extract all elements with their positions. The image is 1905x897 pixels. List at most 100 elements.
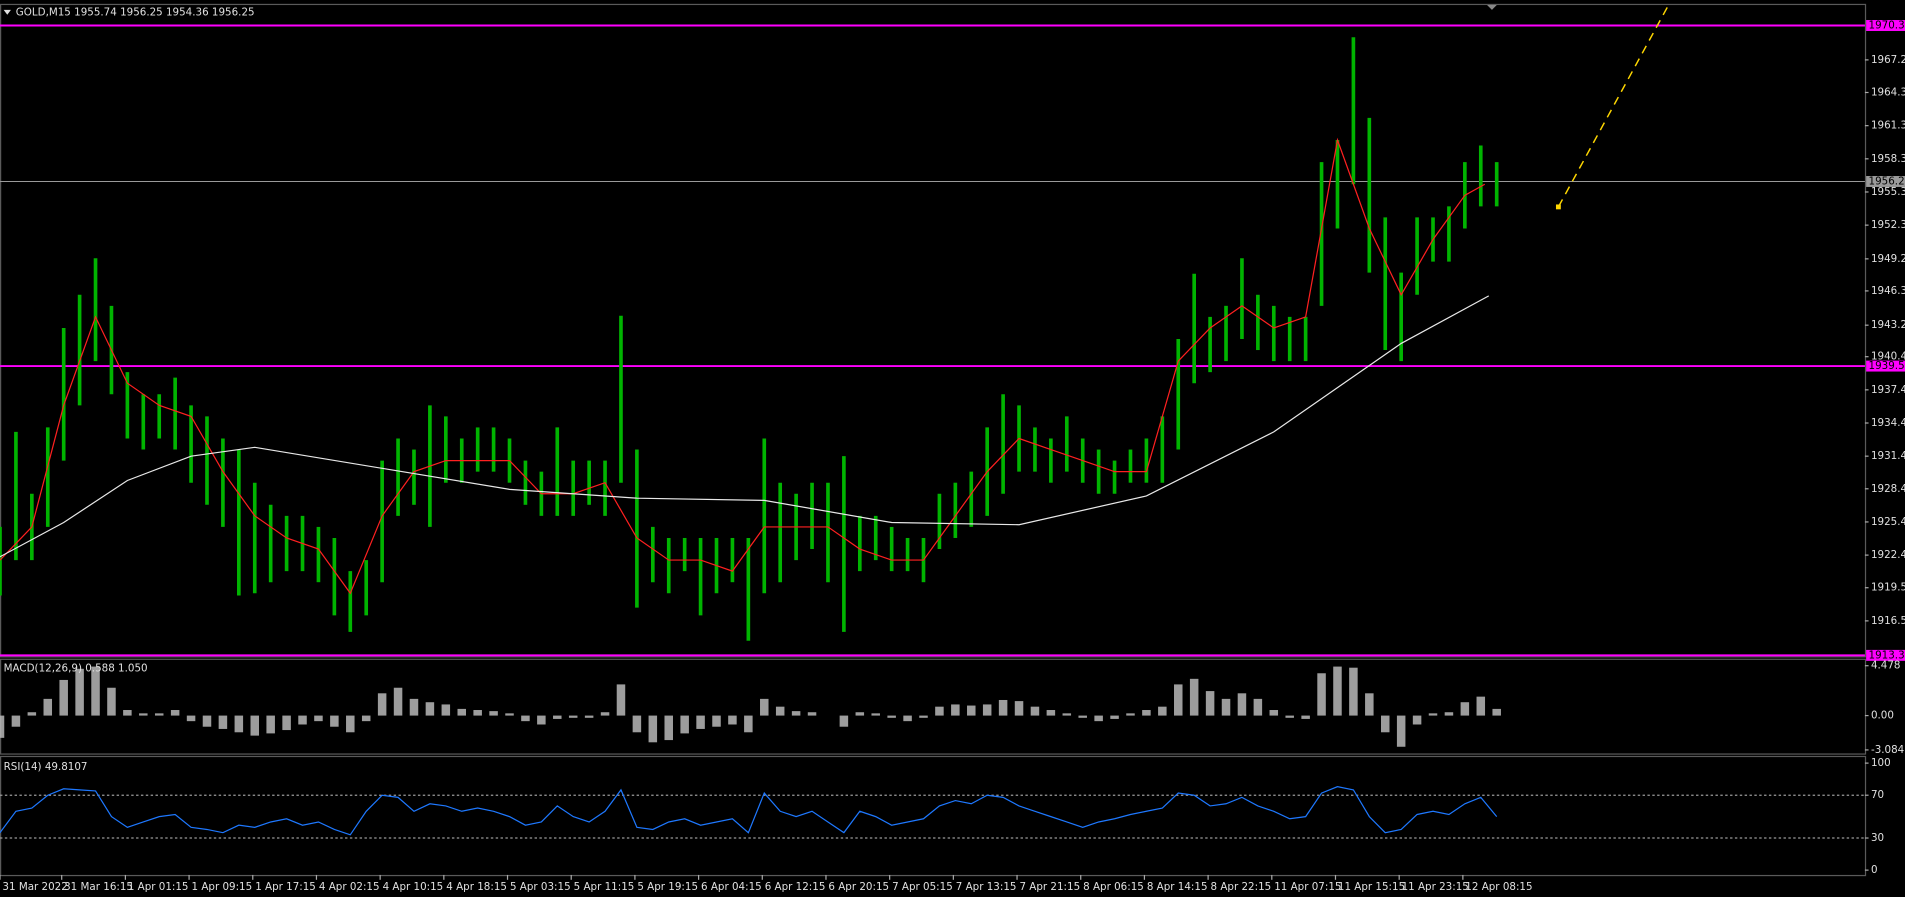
y-tick-label: 70 [1871,789,1884,801]
histogram-bar [1221,698,1231,716]
histogram-bar [1301,715,1310,719]
price-label-box [1866,176,1905,187]
histogram-bar [43,698,53,716]
x-tick-label: 1 Apr 17:15 [255,881,316,893]
histogram-bar [377,693,387,716]
x-tick-label: 1 Apr 09:15 [192,881,253,893]
x-tick-label: 8 Apr 22:15 [1211,881,1272,893]
y-tick-label: 1928.45 [1871,483,1905,495]
histogram-bar [1126,713,1135,716]
histogram-bar [680,715,689,734]
histogram-bar [1285,715,1294,718]
x-tick-label: 8 Apr 14:15 [1147,881,1208,893]
histogram-bar [1237,693,1247,716]
histogram-bar [775,706,785,716]
histogram-bar [1460,702,1470,716]
x-tick-label: 11 Apr 23:15 [1402,881,1469,893]
histogram-bar [855,712,865,716]
histogram-bar [1428,713,1438,716]
y-tick-label: 4.478 [1871,660,1901,672]
price-label: 1913.38 [1869,649,1905,661]
histogram-bar [1412,715,1422,725]
histogram-bar [600,712,610,716]
histogram-bar [1380,715,1390,733]
y-tick-label: 1949.25 [1871,253,1905,265]
price-label-box [1866,20,1905,31]
histogram-bar [1046,710,1056,716]
y-tick-label: 1919.50 [1871,582,1905,594]
histogram-bar [568,715,578,718]
y-tick-label: 0 [1871,864,1878,876]
histogram-bar [282,715,291,731]
histogram-bar [473,710,482,716]
menu-triangle[interactable] [3,9,11,15]
histogram-bar [1142,710,1151,716]
histogram-bar [1110,715,1119,719]
y-tick-label: 100 [1871,757,1891,769]
histogram-bar [584,715,594,718]
histogram-bar [632,715,642,733]
histogram-bar [967,705,976,716]
rsi-panel-frame [0,755,1867,877]
price-label: 1956.25 [1869,175,1905,187]
x-tick-label: 7 Apr 21:15 [1019,881,1080,893]
histogram-bar [107,687,116,716]
y-tick-label: 1937.40 [1871,384,1905,396]
y-tick-label: 0.00 [1871,710,1894,722]
x-tick-label: 7 Apr 13:15 [956,881,1017,893]
moving-average [0,295,1490,558]
y-tick-label: 1958.30 [1871,153,1905,165]
histogram-bar [1014,701,1024,716]
histogram-bar [648,715,658,743]
histogram-bar [505,713,514,716]
panel-title: GOLD,M15 1955.74 1956.25 1954.36 1956.25 [16,6,255,18]
x-tick-label: 6 Apr 12:15 [765,881,826,893]
price-label-box [1866,360,1905,372]
histogram-bar [1269,710,1279,716]
histogram-bar [330,715,339,727]
x-tick-label: 8 Apr 06:15 [1083,881,1144,893]
y-tick-label: 30 [1871,832,1884,844]
histogram-bar [234,715,244,733]
histogram-bar [887,715,896,718]
x-tick-label: 5 Apr 03:15 [510,881,571,893]
histogram-bar [186,715,196,722]
histogram-bar [871,713,880,716]
histogram-bar [537,715,546,725]
histogram-bar [903,715,912,722]
histogram-bar [807,712,817,716]
x-tick-label: 7 Apr 05:15 [892,881,953,893]
histogram-bar [170,710,180,716]
histogram-bar [1030,706,1040,716]
histogram-bar [75,668,84,716]
panel-title: MACD(12,26,9) 0.588 1.050 [4,662,148,674]
histogram-bar [935,706,944,716]
x-tick-label: 5 Apr 19:15 [637,881,698,893]
histogram-bar [1365,693,1374,716]
x-tick-label: 31 Mar 2022 [2,881,67,893]
histogram-bar [266,715,275,734]
histogram-bar [425,702,435,716]
histogram-bar [1476,696,1486,716]
histogram-bar [123,710,132,716]
x-tick-label: 4 Apr 18:15 [446,881,507,893]
x-tick-label: 11 Apr 07:15 [1274,881,1341,893]
y-tick-label: 1946.35 [1871,285,1905,297]
histogram-bar [1158,706,1167,716]
histogram-bar [361,715,371,722]
y-tick-label: 1943.25 [1871,319,1905,331]
histogram-bar [1078,715,1087,718]
y-tick-label: 1931.40 [1871,450,1905,462]
histogram-bar [616,684,626,716]
histogram-bar [1333,666,1342,716]
x-tick-label: 12 Apr 08:15 [1465,881,1532,893]
histogram-bar [393,687,403,716]
histogram-bar [139,713,148,716]
y-tick-label: 1967.25 [1871,54,1905,66]
price-label-box [1866,649,1905,661]
shift-marker [1487,5,1497,10]
histogram-bar [1253,698,1263,716]
trend-anchor [1555,204,1561,210]
x-tick-label: 1 Apr 01:15 [128,881,189,893]
